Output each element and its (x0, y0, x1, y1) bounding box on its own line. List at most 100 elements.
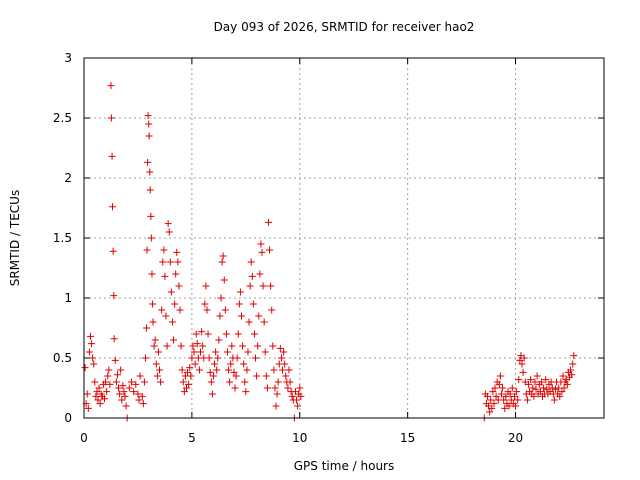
data-point-marker (272, 402, 280, 410)
data-point-marker (139, 400, 147, 408)
data-point-marker (282, 372, 290, 380)
data-point-marker (182, 384, 190, 392)
data-point-marker (542, 376, 550, 384)
data-point-marker (118, 396, 126, 404)
data-point-marker (215, 336, 223, 344)
data-point-marker (279, 366, 287, 374)
data-point-marker (156, 366, 164, 374)
data-point-marker (92, 392, 100, 400)
data-point-marker (227, 360, 235, 368)
data-point-marker (105, 366, 113, 374)
data-point-marker (248, 272, 256, 280)
data-point-marker (530, 392, 538, 400)
data-point-marker (199, 342, 207, 350)
data-point-marker (240, 360, 248, 368)
data-point-marker (238, 312, 246, 320)
data-point-marker (246, 282, 254, 290)
y-axis-label: SRMTID / TECUs (8, 190, 22, 286)
data-point-marker (264, 218, 272, 226)
data-point-marker (166, 258, 174, 266)
data-point-marker (280, 348, 288, 356)
x-tick-label: 10 (292, 431, 307, 445)
x-axis-label: GPS time / hours (294, 459, 395, 473)
data-point-marker (132, 380, 140, 388)
data-points (81, 82, 578, 422)
data-point-marker (157, 378, 165, 386)
data-point-marker (177, 342, 185, 350)
data-point-marker (85, 348, 93, 356)
data-point-marker (93, 388, 101, 396)
data-point-marker (495, 380, 503, 388)
data-point-marker (486, 408, 494, 416)
data-point-marker (167, 288, 175, 296)
data-point-marker (117, 366, 125, 374)
data-point-marker (524, 380, 532, 388)
data-point-marker (568, 371, 576, 379)
data-point-marker (125, 384, 133, 392)
data-point-marker (518, 360, 526, 368)
data-point-marker (164, 220, 172, 228)
data-point-marker (510, 392, 518, 400)
data-point-marker (127, 378, 135, 386)
data-point-marker (297, 392, 305, 400)
data-point-marker (537, 378, 545, 386)
data-point-marker (136, 372, 144, 380)
data-point-marker (84, 404, 92, 412)
data-point-marker (217, 294, 225, 302)
data-point-marker (143, 324, 151, 332)
data-point-marker (207, 378, 215, 386)
data-point-marker (234, 330, 242, 338)
data-point-marker (247, 258, 255, 266)
data-point-marker (184, 368, 192, 376)
data-point-marker (505, 402, 513, 410)
data-point-marker (95, 384, 103, 392)
data-point-marker (180, 388, 188, 396)
data-point-marker (178, 366, 186, 374)
data-point-marker (150, 342, 158, 350)
data-point-marker (111, 356, 119, 364)
data-point-marker (205, 354, 213, 362)
data-point-marker (106, 380, 114, 388)
data-point-marker (266, 246, 274, 254)
data-point-marker (174, 258, 182, 266)
data-point-marker (558, 388, 566, 396)
data-point-marker (146, 186, 154, 194)
data-point-marker (294, 402, 302, 410)
data-point-marker (113, 371, 121, 379)
data-point-marker (135, 396, 143, 404)
data-point-marker (195, 366, 203, 374)
data-point-marker (202, 282, 210, 290)
data-point-marker (268, 306, 276, 314)
data-point-marker (110, 335, 118, 343)
data-point-marker (267, 282, 275, 290)
data-point-marker (160, 246, 168, 254)
data-point-marker (145, 120, 153, 128)
data-point-marker (143, 246, 151, 254)
data-point-marker (277, 354, 285, 362)
data-point-marker (171, 300, 179, 308)
data-point-marker (147, 234, 155, 242)
data-point-marker (107, 82, 115, 90)
grid (84, 58, 604, 418)
data-point-marker (269, 342, 277, 350)
data-point-marker (515, 376, 523, 384)
data-point-marker (203, 306, 211, 314)
data-point-marker (88, 340, 96, 348)
data-point-marker (209, 372, 217, 380)
data-point-marker (231, 384, 239, 392)
data-point-marker (170, 336, 178, 344)
data-point-marker (107, 114, 115, 122)
data-point-marker (144, 158, 152, 166)
data-point-marker (516, 356, 524, 364)
data-point-marker (252, 354, 260, 362)
data-point-marker (236, 288, 244, 296)
data-point-marker (144, 112, 152, 120)
data-point-marker (120, 388, 128, 396)
data-point-marker (500, 396, 508, 404)
data-point-marker (257, 240, 265, 248)
data-point-marker (496, 372, 504, 380)
data-point-marker (556, 392, 564, 400)
data-point-marker (172, 270, 180, 278)
data-point-marker (250, 330, 258, 338)
data-point-marker (163, 342, 171, 350)
